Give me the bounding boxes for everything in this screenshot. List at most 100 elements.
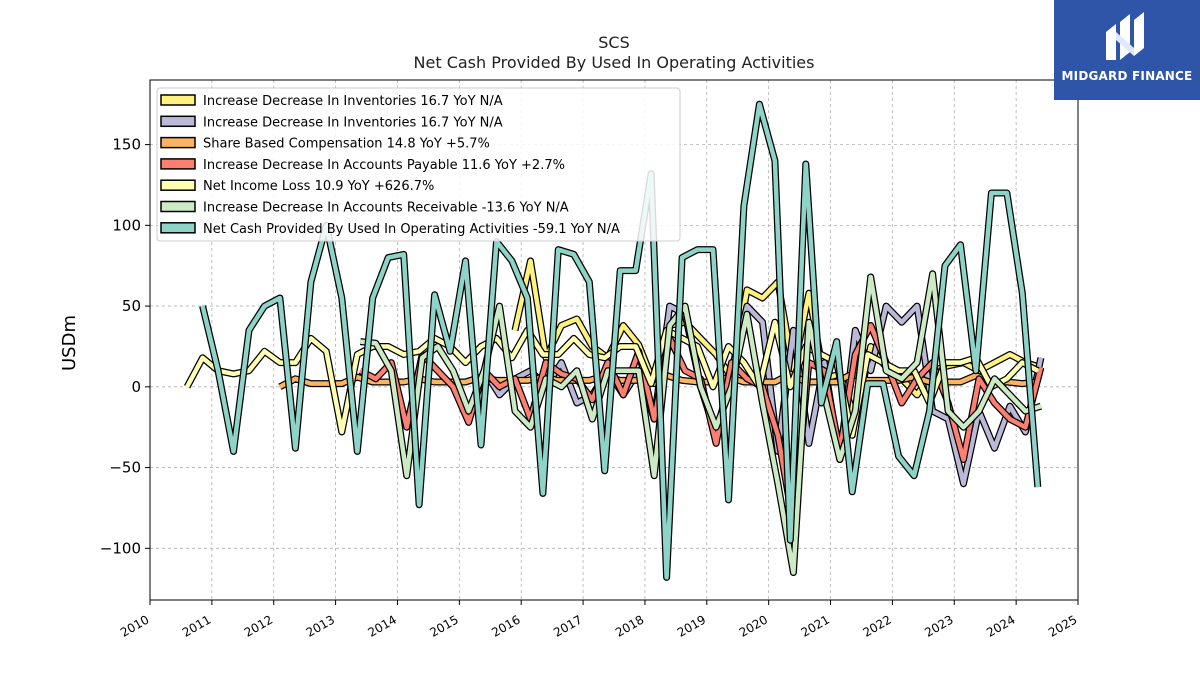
data-point	[869, 345, 872, 348]
legend-entry-0: Increase Decrease In Inventories 16.7 Yo…	[203, 94, 503, 109]
data-point	[916, 394, 918, 396]
data-point	[588, 379, 591, 382]
legend-entry-2: Share Based Compensation 14.8 YoY +5.7%	[203, 137, 490, 152]
data-point	[560, 386, 563, 388]
data-point	[495, 337, 498, 340]
data-point	[464, 260, 467, 262]
midgard-m-logo-icon	[1106, 12, 1144, 60]
data-point	[959, 381, 962, 383]
data-point	[808, 442, 810, 445]
data-point	[993, 378, 996, 380]
data-point	[975, 369, 977, 372]
data-point	[835, 381, 838, 383]
data-point	[576, 318, 578, 320]
legend-swatch-0	[160, 94, 196, 106]
data-point	[622, 324, 625, 327]
data-point	[514, 410, 516, 412]
data-point	[869, 324, 872, 327]
data-point	[310, 382, 312, 385]
legend-swatch-1	[160, 115, 196, 128]
data-point	[557, 248, 560, 251]
data-point	[421, 357, 424, 359]
data-point	[699, 386, 702, 388]
data-point	[529, 260, 532, 262]
data-point	[869, 276, 872, 278]
x-tick-label: 2012	[242, 612, 275, 639]
data-point	[436, 345, 439, 348]
data-point	[805, 163, 807, 165]
x-tick-label: 2016	[489, 612, 522, 639]
data-point	[325, 382, 328, 385]
data-point	[588, 353, 591, 356]
data-point	[464, 361, 467, 364]
data-point	[823, 361, 826, 364]
y-tick-label: 150	[112, 136, 141, 154]
data-point	[650, 382, 652, 385]
data-point	[634, 269, 637, 272]
x-tick-label: 2011	[180, 612, 213, 639]
data-point	[294, 361, 297, 364]
data-point	[402, 253, 405, 256]
data-point	[405, 474, 408, 477]
data-point	[1024, 410, 1027, 412]
data-point	[665, 576, 668, 579]
data-point	[761, 402, 764, 404]
legend-swatch-3	[160, 158, 196, 170]
data-point	[727, 345, 730, 348]
data-point	[232, 373, 235, 375]
x-tick-label: 2025	[1046, 612, 1079, 639]
data-point	[480, 345, 482, 348]
data-point	[668, 305, 671, 307]
y-tick-label: 100	[112, 216, 141, 234]
data-point	[699, 337, 702, 340]
data-point	[359, 369, 362, 372]
data-point	[294, 447, 297, 450]
data-point	[560, 373, 563, 375]
data-point	[557, 353, 560, 356]
data-point	[201, 305, 204, 307]
series-layer	[184, 100, 1045, 581]
data-point	[820, 402, 823, 404]
data-point	[978, 410, 980, 412]
plot-frame	[149, 79, 1079, 601]
data-point	[789, 539, 792, 541]
data-point	[402, 353, 405, 356]
data-point	[696, 345, 699, 348]
data-point	[263, 305, 266, 307]
data-point	[341, 297, 343, 299]
data-point	[560, 324, 563, 327]
data-point	[514, 378, 516, 380]
data-point	[545, 378, 547, 380]
data-point	[619, 269, 621, 272]
data-point	[1009, 353, 1011, 356]
data-point	[603, 357, 606, 359]
data-point	[418, 350, 420, 353]
data-point	[1021, 361, 1024, 364]
data-point	[792, 329, 795, 332]
data-point	[371, 297, 374, 299]
brand-logo: MIDGARD FINANCE	[1054, 0, 1200, 100]
y-tick-label: 50	[122, 297, 141, 315]
data-point	[356, 353, 359, 356]
data-point	[498, 386, 501, 388]
data-point	[576, 402, 578, 404]
data-point	[279, 386, 281, 388]
legend-box	[156, 87, 681, 242]
data-point	[607, 361, 609, 364]
data-point	[1037, 486, 1039, 488]
data-point	[560, 361, 563, 364]
data-point	[634, 379, 637, 382]
data-point	[622, 369, 625, 372]
data-point	[511, 357, 513, 359]
data-point	[1037, 369, 1039, 372]
data-point	[928, 410, 931, 412]
data-point	[916, 361, 918, 364]
data-point	[387, 345, 390, 348]
data-point	[993, 361, 996, 364]
x-tick-label: 2013	[304, 612, 337, 639]
data-point	[1006, 192, 1008, 194]
y-tick-label: 0	[131, 378, 141, 396]
data-point	[653, 418, 655, 420]
data-point	[730, 361, 733, 364]
